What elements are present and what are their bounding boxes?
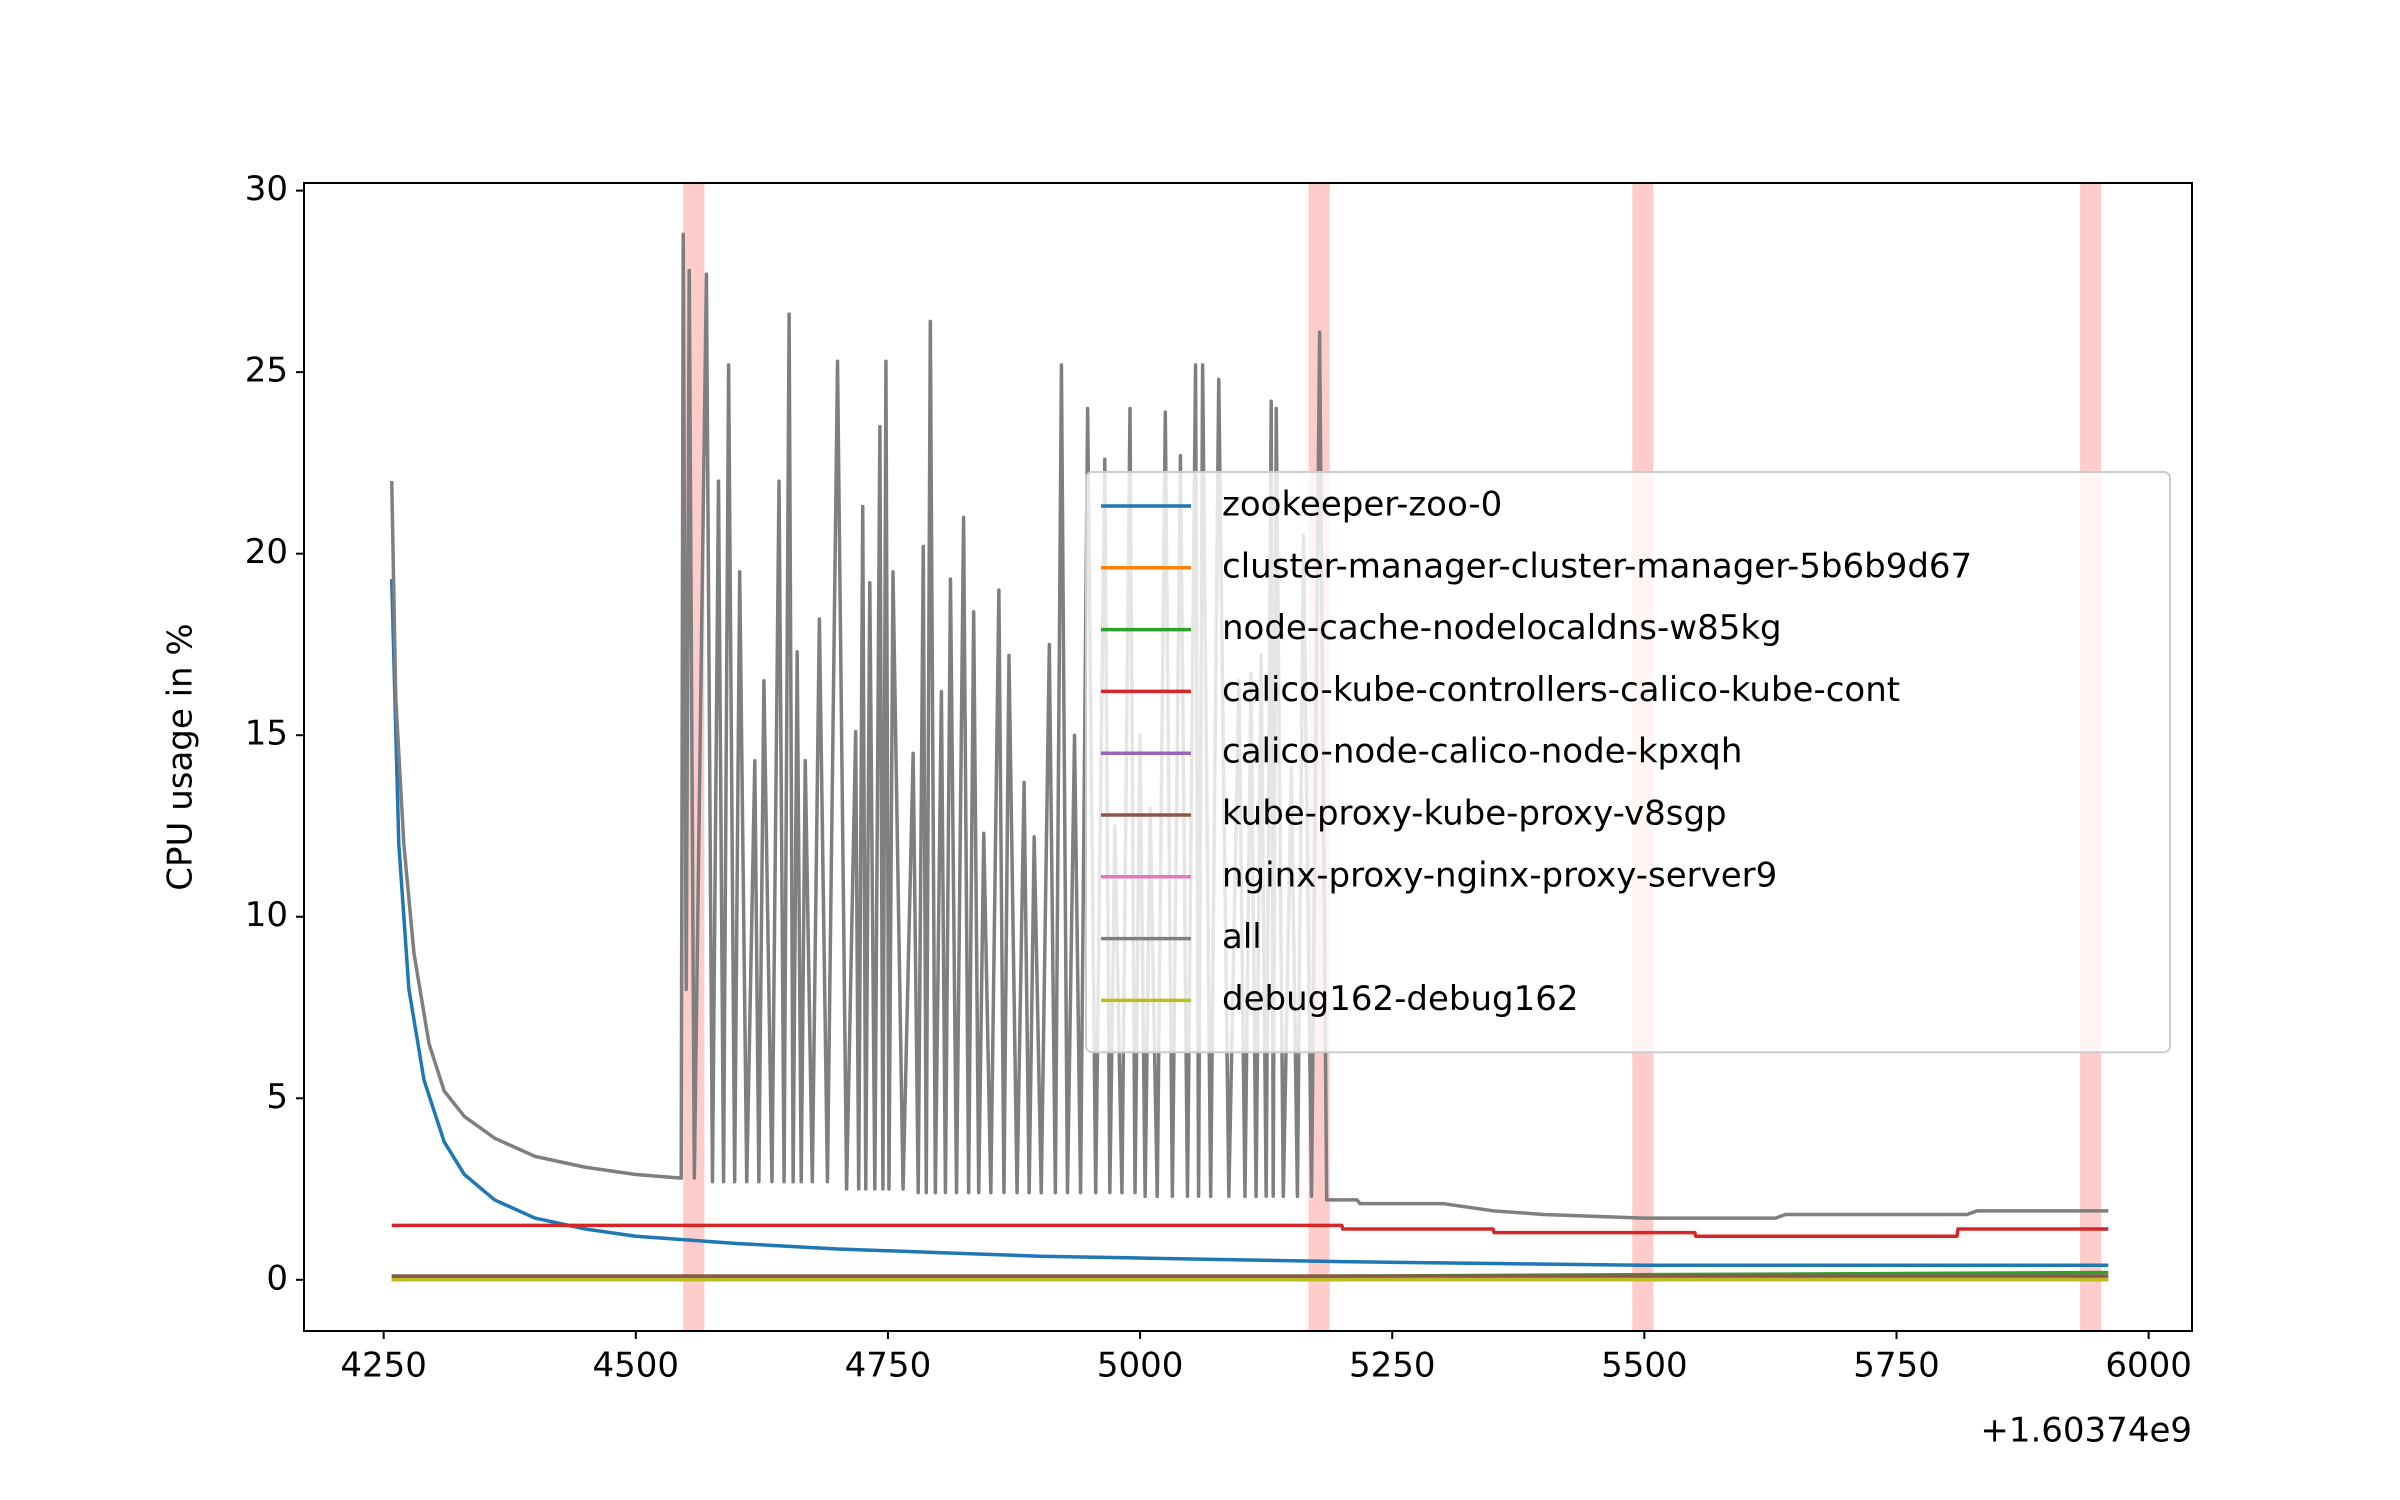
- y-tick-label: 30: [245, 169, 288, 209]
- y-tick-label: 15: [245, 714, 288, 754]
- y-tick-label: 25: [245, 351, 288, 391]
- y-tick-label: 0: [266, 1258, 288, 1298]
- legend-box: [1085, 471, 2171, 1054]
- x-tick-label: 5500: [1601, 1346, 1688, 1386]
- legend: zookeeper-zoo-0 cluster-manager-cluster-m…: [1085, 471, 2171, 1054]
- y-tick-label: 5: [266, 1077, 288, 1117]
- legend-label: cluster-manager-cluster-manager-5b6b9d67: [1222, 546, 1972, 586]
- axes-frame: [303, 182, 2193, 1332]
- series-line: [391, 1223, 2109, 1238]
- x-offset-label: +1.60374e9: [1980, 1411, 2192, 1451]
- ticks: 4250 4500 4750 5000 5250 5500 5750 6000 0 5 10 15 20…: [245, 169, 2192, 1385]
- y-tick-label: 20: [245, 532, 288, 572]
- y-axis-label: CPU usage in %: [161, 623, 201, 890]
- x-tick-label: 5000: [1097, 1346, 1184, 1386]
- x-tick-label: 5250: [1349, 1346, 1436, 1386]
- x-tick-label: 6000: [2105, 1346, 2192, 1386]
- y-tick-label: 10: [245, 895, 288, 935]
- x-tick-label: 4250: [340, 1346, 427, 1386]
- legend-label: kube-proxy-kube-proxy-v8sgp: [1222, 794, 1727, 834]
- legend-label: debug162-debug162: [1222, 979, 1579, 1019]
- legend-label: nginx-proxy-nginx-proxy-server9: [1222, 855, 1777, 895]
- legend-label: zookeeper-zoo-0: [1222, 485, 1502, 525]
- x-tick-label: 4500: [593, 1346, 680, 1386]
- legend-label: all: [1222, 917, 1262, 957]
- x-tick-label: 4750: [845, 1346, 932, 1386]
- x-tick-label: 5750: [1853, 1346, 1940, 1386]
- series-line: [389, 579, 2109, 1268]
- legend-label: calico-kube-controllers-calico-kube-cont: [1222, 670, 1900, 710]
- legend-label: node-cache-nodelocaldns-w85kg: [1222, 608, 1782, 648]
- legend-label: calico-node-calico-node-kpxqh: [1222, 732, 1742, 772]
